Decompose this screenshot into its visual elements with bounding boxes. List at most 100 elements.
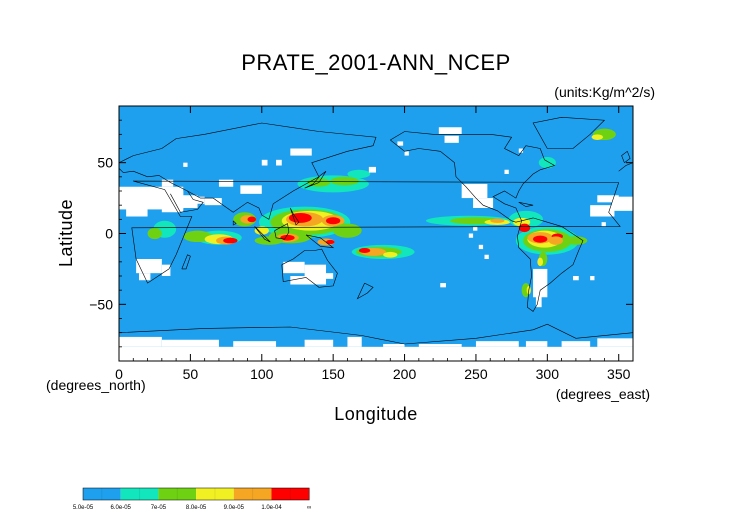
missing-data-cell bbox=[475, 341, 519, 347]
missing-data-cell bbox=[533, 268, 548, 298]
missing-data-cell bbox=[484, 254, 489, 259]
colorbar-legend: 5.0e-05 6.0e-05 7e-05 8.0e-05 9.0e-05 1.0e-04… bbox=[73, 487, 311, 511]
precip-region bbox=[254, 226, 269, 235]
colorbar-swatch bbox=[158, 488, 197, 500]
colorbar-swatch bbox=[83, 488, 121, 500]
precipitation-field bbox=[147, 128, 616, 298]
y-tick-label: 50 bbox=[97, 155, 113, 171]
colorbar-label: 8.0e-05 bbox=[186, 505, 207, 511]
precip-region bbox=[330, 176, 359, 186]
precip-region bbox=[333, 223, 362, 238]
colorbar-swatch bbox=[196, 488, 234, 500]
x-axis-title: Longitude bbox=[334, 404, 418, 424]
missing-data-cell bbox=[535, 293, 542, 308]
missing-data-cell bbox=[126, 205, 148, 217]
precip-region bbox=[326, 217, 341, 225]
precip-region bbox=[383, 251, 398, 258]
x-tick-label: 50 bbox=[183, 366, 199, 382]
precip-region bbox=[591, 134, 604, 141]
missing-data-cell bbox=[368, 166, 376, 173]
missing-data-cell bbox=[518, 148, 524, 153]
colorbar-swatch bbox=[233, 488, 272, 500]
precip-region bbox=[358, 247, 371, 254]
chart-title: PRATE_2001-ANN_NCEP bbox=[241, 50, 511, 75]
x-unit-label: (degrees_east) bbox=[556, 386, 650, 402]
coastline bbox=[290, 207, 300, 226]
coastline bbox=[356, 282, 374, 300]
missing-data-cell bbox=[161, 191, 184, 213]
missing-data-cell bbox=[161, 179, 174, 187]
coastline bbox=[254, 226, 271, 243]
missing-data-cell bbox=[590, 205, 615, 217]
coastline bbox=[618, 162, 633, 172]
colorbar-label: 5.0e-05 bbox=[73, 505, 94, 511]
missing-data-cell bbox=[283, 261, 305, 274]
missing-data-cell bbox=[183, 162, 188, 167]
missing-data-cell bbox=[383, 344, 405, 347]
colorbar-swatch bbox=[120, 488, 159, 500]
colorbar-label: 1.0e-04 bbox=[261, 505, 282, 511]
missing-data-cell bbox=[561, 341, 591, 347]
x-tick-label: 350 bbox=[607, 366, 631, 382]
colorbar-label: ∞ bbox=[307, 505, 311, 511]
colorbar-label: 6.0e-05 bbox=[111, 505, 132, 511]
missing-data-cell bbox=[440, 283, 446, 288]
missing-data-cell bbox=[161, 339, 219, 347]
colorbar-label: 7e-05 bbox=[151, 505, 167, 511]
missing-data-cell bbox=[304, 264, 327, 276]
missing-data-cell bbox=[119, 346, 633, 361]
missing-data-cell bbox=[438, 127, 462, 135]
y-tick-label: 0 bbox=[105, 226, 113, 242]
missing-data-cell bbox=[136, 259, 162, 274]
x-tick-label: 0 bbox=[115, 366, 123, 382]
missing-data-cell bbox=[276, 159, 282, 166]
missing-data-cell bbox=[397, 141, 404, 146]
x-tick-label: 250 bbox=[464, 366, 488, 382]
units-label: (units:Kg/m^2/s) bbox=[554, 84, 655, 100]
coastline bbox=[621, 150, 631, 163]
precip-region bbox=[518, 223, 531, 233]
x-tick-label: 300 bbox=[536, 366, 560, 382]
missing-data-cell bbox=[590, 276, 595, 281]
coastline bbox=[518, 202, 534, 207]
x-tick-label: 100 bbox=[250, 366, 274, 382]
missing-data-cell bbox=[290, 276, 327, 285]
colorbar-label: 9.0e-05 bbox=[224, 505, 245, 511]
missing-data-cell bbox=[444, 135, 459, 143]
precip-region bbox=[538, 157, 556, 169]
precip-region bbox=[564, 236, 588, 245]
precip-region bbox=[548, 236, 564, 245]
coastline bbox=[181, 254, 191, 270]
missing-data-cell bbox=[204, 198, 222, 206]
missing-data-cell bbox=[290, 148, 312, 156]
missing-data-cell bbox=[597, 338, 633, 347]
coastline bbox=[119, 122, 377, 220]
y-axis-title: Latitude bbox=[56, 199, 76, 267]
colorbar-swatch bbox=[271, 488, 310, 500]
missing-data-cell bbox=[404, 151, 409, 156]
x-tick-label: 150 bbox=[321, 366, 345, 382]
coastline bbox=[274, 223, 290, 240]
coastline bbox=[390, 131, 556, 223]
coastline bbox=[232, 220, 237, 226]
y-unit-label: (degrees_north) bbox=[46, 377, 146, 393]
missing-data-cell bbox=[597, 195, 619, 203]
missing-data-cell bbox=[218, 179, 234, 187]
missing-data-cell bbox=[468, 233, 474, 238]
missing-data-cell bbox=[573, 276, 579, 281]
coastline bbox=[304, 170, 327, 189]
precip-region bbox=[533, 235, 548, 243]
precip-region bbox=[147, 227, 162, 240]
missing-data-cell bbox=[478, 244, 484, 250]
missing-data-cell bbox=[525, 341, 548, 347]
y-tick-label: −50 bbox=[89, 296, 113, 312]
missing-data-cell bbox=[119, 336, 162, 347]
y-axis-ticks: 50 0 −50 bbox=[89, 119, 633, 348]
coastline bbox=[305, 234, 335, 249]
coastline bbox=[532, 116, 606, 149]
missing-data-cell bbox=[261, 159, 268, 166]
precip-region bbox=[537, 257, 544, 267]
x-axis-ticks: 0 50 100 150 200 250 300 350 bbox=[115, 106, 631, 382]
missing-data-cell bbox=[318, 273, 334, 279]
missing-data-cell bbox=[240, 185, 262, 194]
